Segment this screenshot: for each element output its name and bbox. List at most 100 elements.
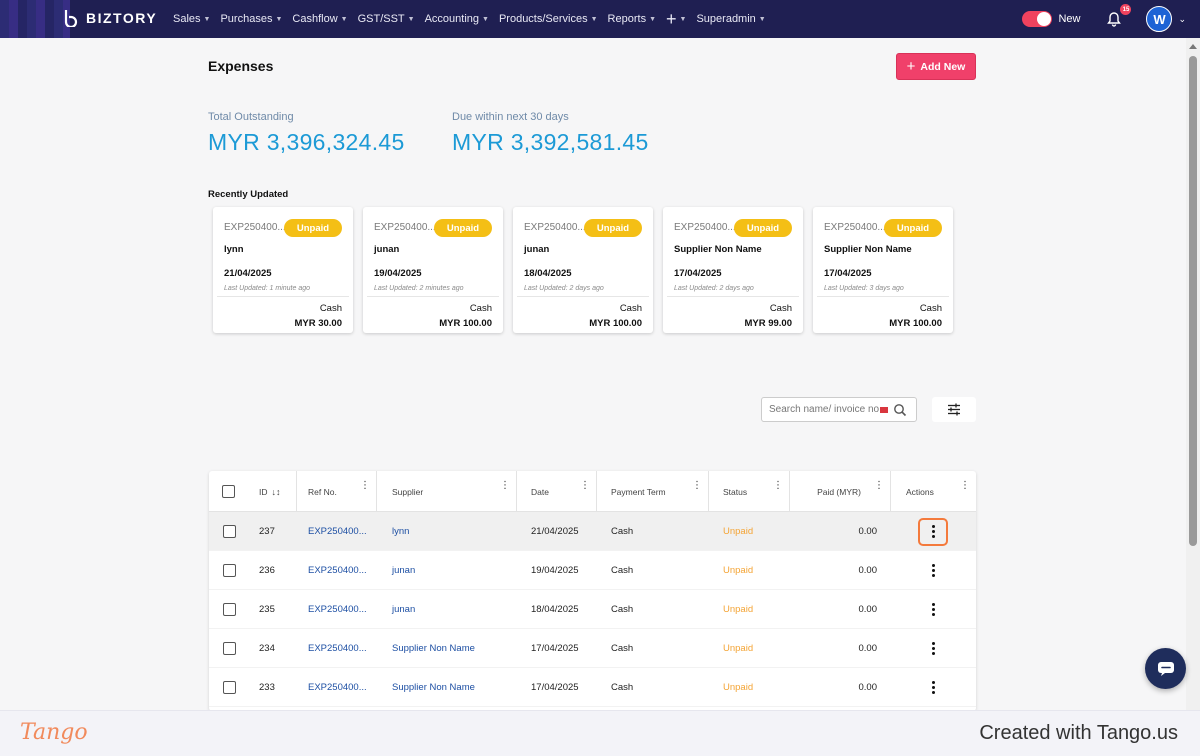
recent-expense-card[interactable]: EXP250400... Unpaid Supplier Non Name 17… bbox=[813, 207, 953, 333]
chat-support-button[interactable] bbox=[1145, 648, 1186, 689]
row-ref-link[interactable]: EXP250400... bbox=[308, 526, 367, 537]
recent-cards: EXP250400... Unpaid lynn 21/04/2025 Last… bbox=[213, 207, 953, 333]
menu-superadmin[interactable]: Superadmin ▼ bbox=[691, 13, 770, 25]
row-actions-button[interactable] bbox=[918, 557, 948, 585]
chevron-down-icon: ▼ bbox=[590, 15, 598, 23]
user-avatar[interactable]: W bbox=[1146, 6, 1173, 32]
row-ref-link[interactable]: EXP250400... bbox=[308, 604, 367, 615]
search-input[interactable] bbox=[769, 404, 879, 415]
row-status: Unpaid bbox=[723, 526, 754, 537]
chevron-down-icon[interactable]: ⌄ bbox=[1178, 13, 1186, 24]
row-checkbox[interactable] bbox=[223, 564, 236, 577]
row-ref-link[interactable]: EXP250400... bbox=[308, 643, 367, 654]
row-checkbox[interactable] bbox=[223, 525, 236, 538]
tango-logo: Tango bbox=[20, 720, 88, 745]
column-menu-icon[interactable]: ⋮ bbox=[773, 480, 783, 491]
column-paid-label: Paid (MYR) bbox=[817, 486, 861, 497]
menu-cashflow[interactable]: Cashflow ▼ bbox=[287, 13, 352, 25]
card-supplier: lynn bbox=[224, 244, 244, 255]
row-actions bbox=[918, 512, 948, 551]
row-supplier-link[interactable]: junan bbox=[392, 604, 416, 615]
column-supplier[interactable]: Supplier ⋮ bbox=[377, 471, 517, 512]
column-supplier-label: Supplier bbox=[392, 486, 424, 497]
brand-logo-link[interactable]: BIZTORY bbox=[64, 9, 157, 27]
row-supplier-link[interactable]: junan bbox=[392, 565, 416, 576]
plus-icon: + bbox=[666, 9, 677, 29]
row-checkbox[interactable] bbox=[223, 603, 236, 616]
sort-desc-icon[interactable]: ↓↕ bbox=[271, 486, 281, 497]
tango-credit: Created with Tango.us bbox=[979, 722, 1178, 744]
column-date[interactable]: Date ⋮ bbox=[517, 471, 597, 512]
card-ref-no: EXP250400... bbox=[224, 222, 286, 233]
table-row[interactable]: 237 EXP250400... lynn 21/04/2025 Cash Un… bbox=[209, 512, 976, 551]
total-outstanding-label: Total Outstanding bbox=[208, 111, 294, 123]
row-checkbox[interactable] bbox=[223, 681, 236, 694]
row-term: Cash bbox=[611, 565, 634, 576]
select-all-checkbox[interactable] bbox=[221, 485, 235, 498]
menu-gst-sst[interactable]: GST/SST ▼ bbox=[353, 13, 420, 25]
row-ref-link[interactable]: EXP250400... bbox=[308, 565, 367, 576]
chevron-down-icon: ▼ bbox=[679, 15, 687, 23]
menu-accounting[interactable]: Accounting ▼ bbox=[420, 13, 494, 25]
column-payment-term[interactable]: Payment Term ⋮ bbox=[597, 471, 709, 512]
table-row[interactable]: 234 EXP250400... Supplier Non Name 17/04… bbox=[209, 629, 976, 668]
row-supplier-link[interactable]: lynn bbox=[392, 526, 410, 537]
column-menu-icon[interactable]: ⋮ bbox=[874, 480, 884, 491]
scroll-thumb[interactable] bbox=[1189, 56, 1197, 546]
menu-reports[interactable]: Reports ▼ bbox=[603, 13, 661, 25]
row-actions-button[interactable] bbox=[918, 635, 948, 663]
menu-purchases[interactable]: Purchases ▼ bbox=[215, 13, 287, 25]
card-payment-term: Cash bbox=[319, 303, 342, 314]
row-actions-button[interactable] bbox=[918, 674, 948, 702]
column-menu-icon[interactable]: ⋮ bbox=[960, 480, 970, 491]
row-actions-button[interactable] bbox=[918, 596, 948, 624]
recent-expense-card[interactable]: EXP250400... Unpaid junan 19/04/2025 Las… bbox=[363, 207, 503, 333]
search-icon[interactable] bbox=[893, 403, 907, 417]
scroll-up-arrow-icon[interactable] bbox=[1189, 44, 1197, 49]
table-row[interactable]: 233 EXP250400... Supplier Non Name 17/04… bbox=[209, 668, 976, 707]
row-checkbox[interactable] bbox=[223, 642, 236, 655]
card-last-updated: Last Updated: 2 days ago bbox=[524, 285, 604, 292]
menu-sales[interactable]: Sales ▼ bbox=[168, 13, 215, 25]
card-amount: MYR 99.00 bbox=[744, 318, 792, 329]
menu-quick-add[interactable]: + ▼ bbox=[661, 10, 691, 28]
table-row[interactable]: 235 EXP250400... junan 18/04/2025 Cash U… bbox=[209, 590, 976, 629]
row-actions bbox=[918, 590, 948, 629]
column-menu-icon[interactable]: ⋮ bbox=[360, 480, 370, 491]
card-divider bbox=[817, 296, 949, 297]
menu-products-services[interactable]: Products/Services ▼ bbox=[494, 13, 603, 25]
row-supplier-link[interactable]: Supplier Non Name bbox=[392, 682, 475, 693]
new-ui-toggle[interactable] bbox=[1022, 11, 1053, 27]
recent-expense-card[interactable]: EXP250400... Unpaid Supplier Non Name 17… bbox=[663, 207, 803, 333]
keyboard-icon bbox=[880, 406, 888, 413]
column-menu-icon[interactable]: ⋮ bbox=[500, 480, 510, 491]
column-status[interactable]: Status ⋮ bbox=[709, 471, 790, 512]
column-menu-icon[interactable]: ⋮ bbox=[692, 480, 702, 491]
card-last-updated: Last Updated: 1 minute ago bbox=[224, 285, 311, 292]
table-row[interactable]: 236 EXP250400... junan 19/04/2025 Cash U… bbox=[209, 551, 976, 590]
column-ref-no[interactable]: Ref No. ⋮ bbox=[297, 471, 377, 512]
column-id[interactable]: ID ↓↕ bbox=[247, 471, 297, 512]
column-menu-icon[interactable]: ⋮ bbox=[580, 480, 590, 491]
column-actions: Actions ⋮ bbox=[891, 471, 976, 512]
row-supplier-link[interactable]: Supplier Non Name bbox=[392, 643, 475, 654]
row-actions-button[interactable] bbox=[918, 517, 948, 546]
chevron-down-icon: ▼ bbox=[649, 15, 657, 23]
column-paid[interactable]: Paid (MYR) ⋮ bbox=[790, 471, 891, 512]
page-scrollbar[interactable] bbox=[1186, 38, 1200, 710]
notification-button[interactable]: 15 bbox=[1106, 4, 1132, 27]
brand-name: BIZTORY bbox=[86, 10, 158, 26]
card-divider bbox=[367, 296, 499, 297]
row-status: Unpaid bbox=[723, 643, 754, 654]
recent-expense-card[interactable]: EXP250400... Unpaid lynn 21/04/2025 Last… bbox=[213, 207, 353, 333]
recent-expense-card[interactable]: EXP250400... Unpaid junan 18/04/2025 Las… bbox=[513, 207, 653, 333]
row-actions bbox=[918, 551, 948, 590]
biztory-logo-icon bbox=[64, 10, 78, 27]
menu-cashflow-label: Cashflow bbox=[292, 13, 338, 25]
filter-button[interactable] bbox=[932, 397, 976, 422]
add-new-button[interactable]: + Add New bbox=[896, 53, 976, 80]
card-supplier: Supplier Non Name bbox=[824, 244, 912, 255]
row-ref-link[interactable]: EXP250400... bbox=[308, 682, 367, 693]
card-ref-no: EXP250400... bbox=[674, 222, 736, 233]
row-term: Cash bbox=[611, 604, 634, 615]
